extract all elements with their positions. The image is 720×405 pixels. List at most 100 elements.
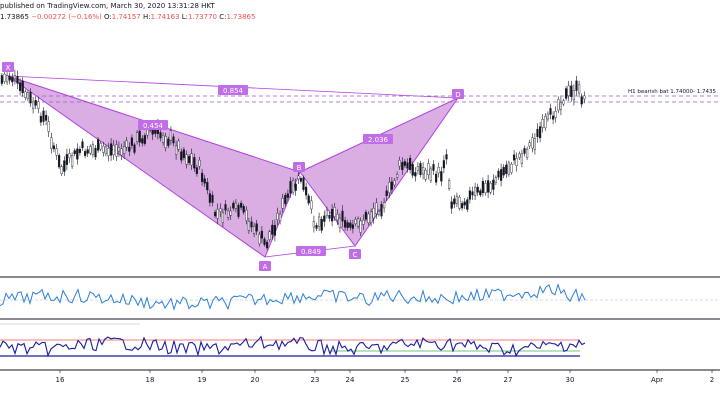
candle-body	[268, 231, 271, 240]
ratio-label-bd: 2.036	[363, 134, 393, 144]
candle-body	[271, 224, 274, 235]
candle-body	[320, 219, 323, 231]
ratio-label-xb: 0.454	[138, 120, 168, 130]
candle-body	[161, 134, 165, 143]
candle-body	[203, 178, 206, 184]
x-axis-tick-label: Apr	[651, 376, 663, 384]
svg-text:0.454: 0.454	[143, 122, 164, 130]
candle-body	[146, 129, 149, 136]
candle-body	[242, 206, 245, 213]
candle-body	[567, 85, 570, 97]
candle-body	[5, 75, 9, 83]
candle-body	[52, 145, 55, 150]
candle-body	[533, 138, 536, 150]
candle-body	[299, 178, 302, 182]
candle-body	[279, 213, 282, 222]
candle-body	[427, 163, 430, 176]
candle-body	[455, 196, 458, 204]
candle-body	[195, 167, 198, 174]
candle-body	[284, 194, 287, 205]
candle-body	[305, 186, 308, 196]
last-price: 1.73865	[0, 13, 29, 21]
candle-body	[570, 85, 573, 97]
candle-body	[63, 160, 66, 172]
candle-body	[338, 217, 341, 229]
candle-body	[494, 177, 497, 183]
svg-text:X: X	[6, 64, 11, 72]
candle-body	[211, 194, 214, 203]
candle-body	[435, 173, 438, 183]
svg-text:0.849: 0.849	[301, 248, 321, 256]
candle-body	[536, 128, 539, 137]
x-axis-tick-label: 30	[566, 376, 575, 384]
candle-body	[60, 166, 63, 174]
candle-body	[109, 143, 113, 156]
candle-body	[336, 214, 339, 221]
candle-body	[96, 139, 100, 151]
candle-body	[357, 218, 360, 227]
candle-body	[143, 135, 146, 144]
candle-body	[476, 186, 479, 193]
candle-body	[450, 201, 453, 209]
candle-body	[128, 146, 131, 152]
candle-body	[42, 110, 45, 122]
candle-body	[531, 137, 534, 149]
candle-body	[237, 204, 240, 217]
candle-body	[323, 215, 326, 222]
svg-text:D: D	[455, 91, 460, 99]
candle-body	[83, 151, 87, 156]
x-axis-tick-label: 23	[311, 376, 320, 384]
candle-body	[458, 196, 461, 209]
candle-body	[216, 209, 219, 219]
candle-body	[198, 159, 201, 167]
pattern-point-d: D	[452, 89, 464, 99]
candle-body	[24, 91, 27, 98]
candle-body	[375, 202, 378, 214]
pattern-triangle-bcd[interactable]	[299, 96, 460, 247]
candle-body	[411, 164, 414, 176]
pattern-point-x: X	[2, 62, 14, 72]
candle-body	[419, 163, 422, 175]
candle-body	[362, 219, 365, 225]
candle-body	[177, 140, 180, 150]
x-axis-tick-label: 24	[346, 376, 355, 384]
close-label: C:	[219, 13, 227, 21]
candle-body	[135, 132, 139, 142]
candle-body	[549, 108, 552, 115]
candle-body	[500, 169, 503, 181]
candle-body	[281, 197, 284, 209]
candle-body	[266, 241, 269, 249]
chart-header: published on TradingView.com, March 30, …	[0, 0, 720, 12]
candle-body	[122, 146, 126, 154]
candle-body	[185, 154, 188, 165]
candle-body	[130, 137, 133, 146]
candle-body	[78, 148, 81, 153]
candle-body	[29, 91, 32, 104]
candlestick-series	[0, 69, 586, 251]
candle-body	[559, 102, 562, 110]
candle-body	[510, 163, 513, 173]
low-label: L:	[181, 13, 189, 21]
candle-body	[390, 181, 393, 190]
candle-body	[372, 208, 375, 219]
candle-body	[507, 162, 510, 175]
candle-body	[544, 116, 547, 129]
candle-body	[424, 169, 427, 180]
candle-body	[250, 221, 253, 228]
candle-body	[520, 153, 523, 164]
candle-body	[37, 101, 40, 109]
candle-body	[383, 202, 386, 209]
candle-body	[102, 145, 105, 153]
candle-body	[344, 220, 347, 228]
candle-body	[572, 90, 575, 101]
candle-body	[448, 180, 451, 189]
candle-body	[19, 82, 22, 91]
candle-body	[133, 144, 136, 153]
candle-body	[307, 195, 310, 204]
candle-body	[182, 149, 185, 158]
candle-body	[47, 121, 50, 132]
candle-body	[380, 203, 383, 217]
candle-body	[125, 140, 128, 148]
candle-body	[385, 190, 388, 196]
